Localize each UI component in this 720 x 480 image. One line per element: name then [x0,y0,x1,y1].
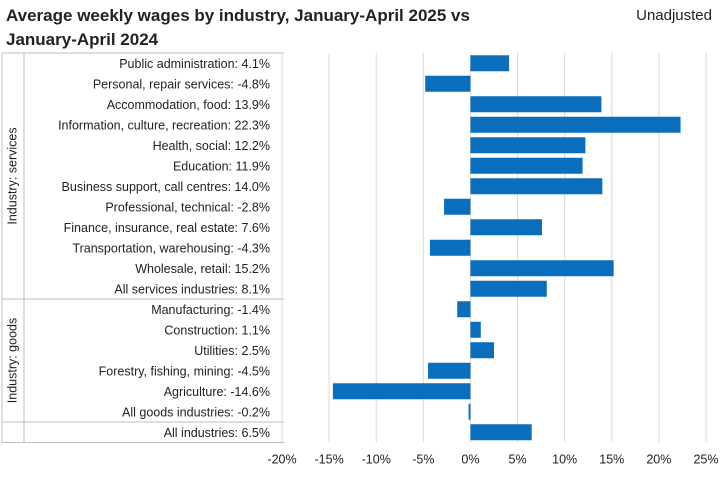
bar [470,116,681,133]
bar [470,321,481,338]
category-label: Wholesale, retail: 15.2% [135,262,270,276]
category-label: Health, social: 12.2% [153,139,270,153]
category-label: Agriculture: -14.6% [164,385,270,399]
bar [470,137,586,154]
category-label: Business support, call centres: 14.0% [62,180,270,194]
x-tick-label: -10% [362,453,391,467]
bar [470,219,543,236]
category-label: Accommodation, food: 13.9% [107,98,270,112]
x-tick-label: 10% [552,453,577,467]
bar [457,301,471,318]
bar [425,75,471,92]
category-label: Forestry, fishing, mining: -4.5% [99,364,270,378]
bar [470,260,614,277]
x-tick-label: 0% [461,453,479,467]
chart-subtitle: Unadjusted [636,7,712,24]
x-tick-label: 25% [693,453,718,467]
category-label: Personal, repair services: -4.8% [93,77,270,91]
bar [332,383,471,400]
x-tick-label: 20% [646,453,671,467]
x-tick-label: 15% [599,453,624,467]
category-label: Construction: 1.1% [164,323,270,337]
category-label: Transportation, warehousing: -4.3% [72,241,270,255]
bar [470,280,547,297]
bar [470,55,510,72]
category-label: Finance, insurance, real estate: 7.6% [64,221,270,235]
bar [470,342,494,359]
bar [470,157,583,174]
x-tick-label: 5% [509,453,527,467]
category-label: All goods industries: -0.2% [122,405,270,419]
category-label: Information, culture, recreation: 22.3% [58,118,270,132]
x-tick-label: -5% [412,453,434,467]
group-label: Industry: services [5,127,19,224]
category-label: Public administration: 4.1% [119,57,270,71]
category-label: Education: 11.9% [173,159,270,173]
x-tick-label: -20% [267,453,296,467]
category-label: All industries: 6.5% [164,426,270,440]
bar [468,403,471,420]
bar [444,198,471,215]
category-label: All services industries: 8.1% [114,282,270,296]
bar [470,178,603,195]
category-label: Professional, technical: -2.8% [105,200,270,214]
group-label: Industry: goods [5,318,19,403]
category-label: Manufacturing: -1.4% [151,303,270,317]
category-label: Utilities: 2.5% [194,344,270,358]
bar [470,96,602,113]
bar [429,239,471,256]
bar [470,424,532,441]
chart-title: Average weekly wages by industry, Januar… [6,6,470,49]
x-tick-label: -15% [315,453,344,467]
bar [428,362,471,379]
